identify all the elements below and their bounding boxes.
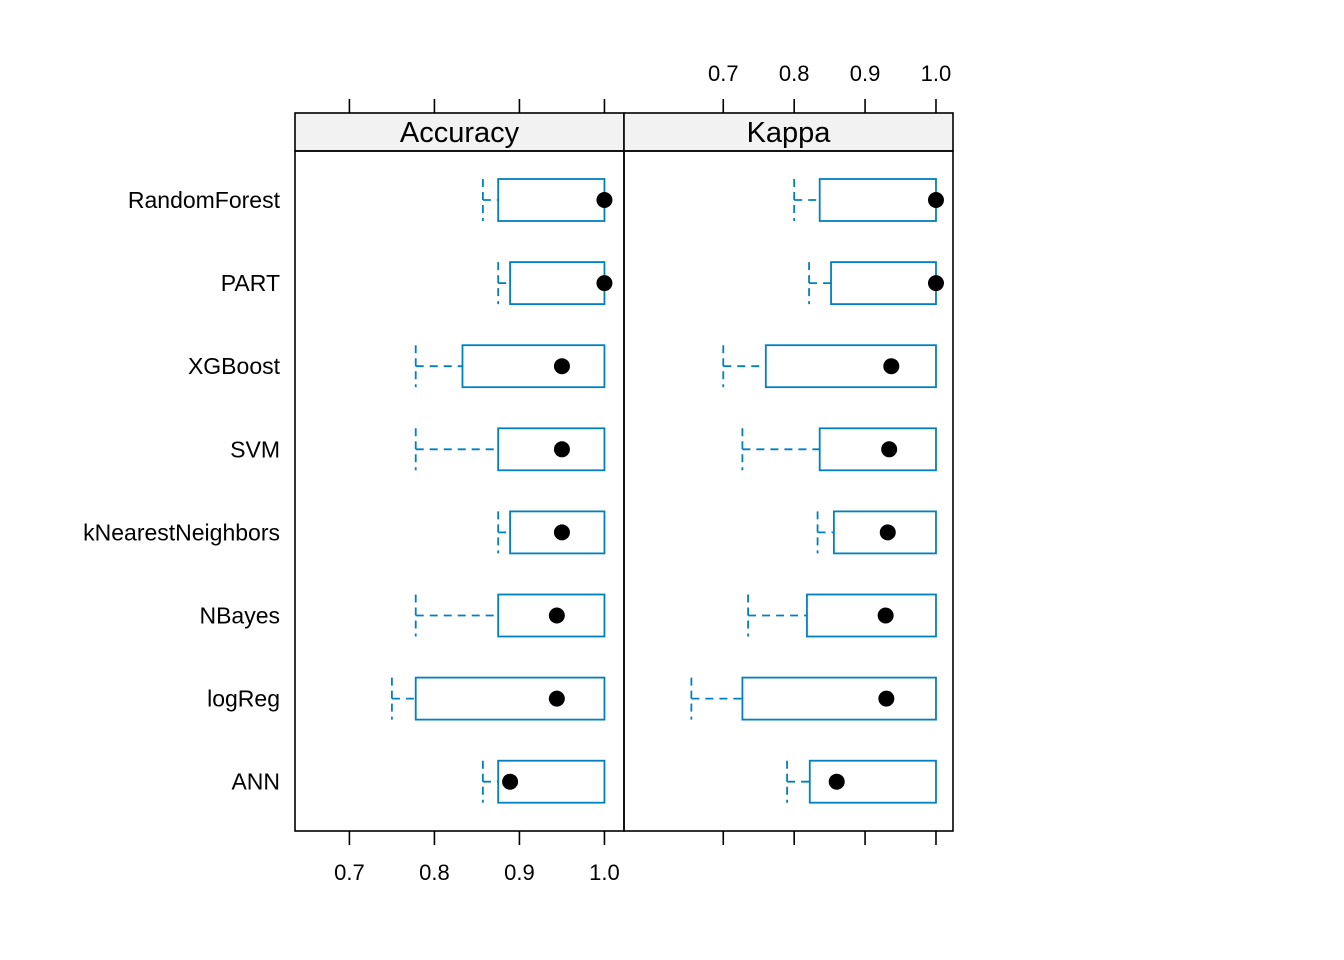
median-point [877,607,894,624]
x-tick-label-top-0: 0.7 [708,61,739,86]
median-point [548,607,565,624]
box-kappa-kNearestNeighbors [816,510,937,555]
median-point [553,358,570,375]
x-tick-label-top-2: 0.9 [850,61,881,86]
iqr-box [497,178,606,222]
category-label-6: logReg [207,686,280,712]
x-tick-label-top-1: 0.8 [779,61,810,86]
median-point [548,690,565,707]
iqr-box [808,759,937,804]
median-point [881,441,898,458]
category-label-1: PART [221,270,280,296]
x-tick-label-bottom-1: 0.8 [419,860,450,885]
category-label-2: XGBoost [188,353,281,379]
median-point [927,192,944,208]
category-label-7: ANN [231,769,280,795]
category-label-3: SVM [230,436,280,462]
x-tick-label-bottom-2: 0.9 [504,860,535,885]
median-point [879,524,896,541]
box-accuracy-NBayes [414,593,606,638]
iqr-box [741,676,937,721]
iqr-box [509,510,606,555]
box-accuracy-logReg [391,676,606,721]
median-point [828,773,845,790]
iqr-box [830,261,937,306]
iqr-box [806,593,937,638]
median-point [878,690,895,707]
iqr-box [818,427,937,472]
category-label-0: RandomForest [128,187,281,213]
median-point [553,524,570,541]
box-accuracy-XGBoost [414,344,606,389]
x-tick-label-bottom-0: 0.7 [334,860,365,885]
median-point [502,773,519,790]
iqr-box [497,759,606,804]
box-kappa-ANN [786,759,937,804]
iqr-box [497,427,606,472]
iqr-box [509,261,606,306]
box-kappa-PART [808,261,944,306]
box-accuracy-kNearestNeighbors [497,510,606,555]
iqr-box [461,344,606,389]
x-tick-label-bottom-3: 1.0 [589,860,620,885]
median-point [883,358,900,375]
panel-kappa: Kappa 0.7 0.8 0.9 1.0 [623,61,954,845]
iqr-box [414,676,606,721]
box-kappa-XGBoost [722,344,937,389]
box-accuracy-RandomForest [481,178,613,222]
box-kappa-SVM [741,427,937,472]
box-accuracy-PART [497,261,613,306]
panel-frame-1 [623,150,954,832]
iqr-box [764,344,937,389]
box-kappa-logReg [690,676,937,721]
strip-0 [294,112,625,152]
box-accuracy-ANN [481,759,606,804]
median-point [596,275,613,292]
box-kappa-RandomForest [793,178,944,222]
median-point [927,275,944,292]
panel-accuracy: Accuracy 0.7 0.8 0.9 1.0 [294,99,625,885]
panel-frame-0 [294,150,625,832]
iqr-box [832,510,937,555]
box-kappa-NBayes [747,593,937,638]
strip-label-0: Accuracy [400,117,520,149]
category-label-4: kNearestNeighbors [83,519,280,545]
category-label-5: NBayes [199,603,280,629]
x-tick-label-top-3: 1.0 [921,61,952,86]
strip-label-1: Kappa [747,117,832,149]
box-accuracy-SVM [414,427,606,472]
strip-1 [623,112,954,152]
median-point [553,441,570,458]
iqr-box [497,593,606,638]
iqr-box [818,178,937,222]
median-point [596,192,613,208]
